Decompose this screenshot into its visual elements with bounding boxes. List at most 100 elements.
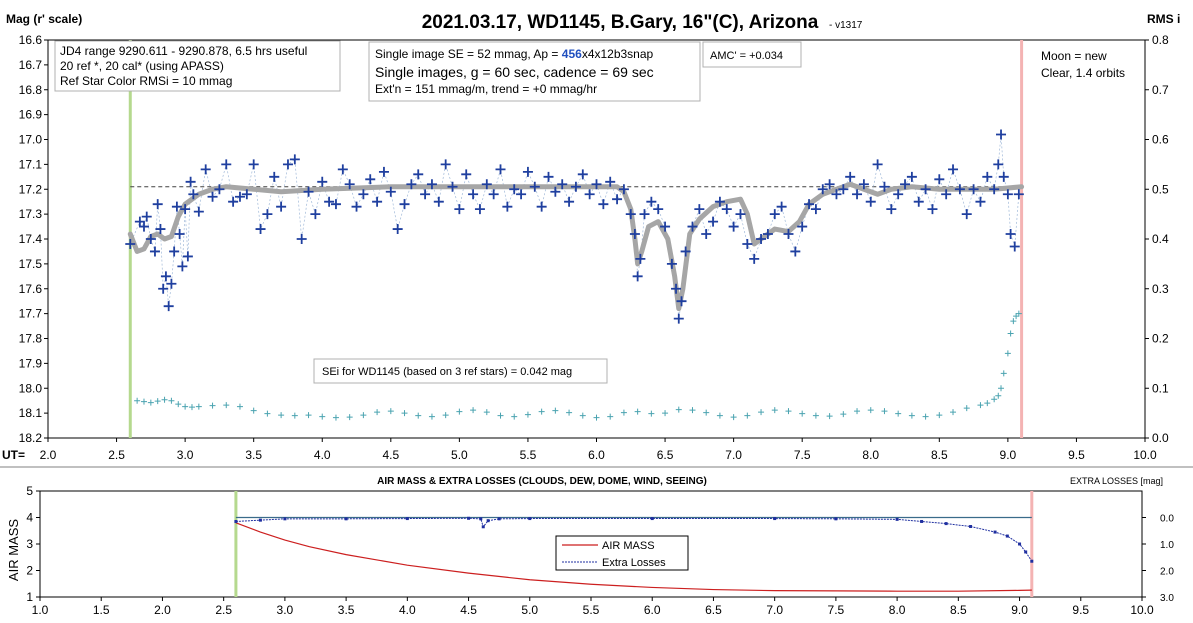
airmass-series-line [235,522,1032,592]
magnitude-point [303,186,314,197]
magnitude-point [1013,189,1024,200]
magnitude-point [149,246,160,257]
rms-point [182,403,189,410]
magnitude-point [289,154,300,165]
bottom-y-left-tick-label: 5 [26,484,33,498]
rms-point [264,410,271,417]
magnitude-point [557,179,568,190]
info-amc: AMC' = +0.034 [710,50,783,62]
rms-point [840,411,847,418]
info-jd-line1: JD4 range 9290.611 - 9290.878, 6.5 hrs u… [60,44,307,58]
rms-point [278,412,285,419]
magnitude-point [241,189,252,200]
rms-point [1015,310,1022,317]
bottom-x-tick-label: 9.0 [1011,603,1028,617]
rms-point [963,405,970,412]
magnitude-point [769,209,780,220]
info-box-moon: Moon = new Clear, 1.4 orbits [1030,44,1140,84]
magnitude-point [591,179,602,190]
magnitude-point [639,209,650,220]
magnitude-point [824,179,835,190]
rms-point [826,413,833,420]
rms-point [1007,330,1014,337]
magnitude-point [989,184,1000,195]
extra-losses-point [920,519,924,523]
x-tick-label: 5.0 [451,448,468,462]
y-right-tick-label: 0.0 [1152,431,1169,445]
magnitude-point [221,159,232,170]
magnitude-point [872,159,883,170]
x-tick-label: 2.0 [40,448,57,462]
magnitude-point [671,283,682,294]
magnitude-point [310,209,321,220]
rms-point [497,412,504,419]
x-tick-label: 8.5 [931,448,948,462]
bottom-y-right-tick-label: 3.0 [1160,593,1174,604]
bottom-chart: AIR MASS & EXTRA LOSSES (CLOUDS, DEW, DO… [6,476,1174,617]
rms-point [908,412,915,419]
y-right-tick-label: 0.3 [1152,282,1169,296]
extra-losses-point [1030,559,1034,563]
y-right-tick-label: 0.1 [1152,381,1169,395]
y-right-tick-label: 0.8 [1152,33,1169,47]
rms-point [566,409,573,416]
magnitude-point [635,253,646,264]
info-box-image-frame [368,41,701,102]
magnitude-point [207,191,218,202]
x-tick-label: 9.5 [1068,448,1085,462]
info-box-moon-frame [1030,44,1140,84]
extra-losses-point [944,522,948,526]
extra-losses-point [467,516,471,520]
rms-point [552,407,559,414]
magnitude-point [174,229,185,240]
magnitude-point [629,229,640,240]
rms-point [1010,318,1017,325]
info-sei: SEi for WD1145 (based on 3 ref stars) = … [322,366,572,378]
magnitude-point [234,191,245,202]
rms-point [977,402,984,409]
magnitude-point [262,209,273,220]
rms-point [662,410,669,417]
magnitude-point [646,196,657,207]
bottom-x-tick-label: 7.0 [766,603,783,617]
rms-point [881,408,888,415]
bottom-y-right-tick-label: 0.0 [1160,514,1174,525]
extra-losses-point [1024,550,1028,554]
bottom-x-ticks: 1.0 1.5 2.0 2.5 3.0 3.5 4.0 4.5 5.0 5.5 6.0 6.5 7.0 7… [32,597,1154,617]
magnitude-point [714,196,725,207]
bottom-y-left-tick-label: 1 [26,590,33,604]
rms-point [387,408,394,415]
magnitude-point [1009,241,1020,252]
magnitude-point [728,221,739,232]
magnitude-point [406,179,417,190]
x-tick-label: 3.5 [245,448,262,462]
magnitude-point [570,181,581,192]
rms-point [703,409,710,416]
y-right-axis-label: RMS i [1147,12,1180,26]
rms-point [771,407,778,414]
rms-point [175,401,182,408]
bottom-x-tick-label: 2.0 [154,603,171,617]
extra-losses-point [993,530,997,534]
extra-losses-point [528,517,532,521]
bottom-chart-title: AIR MASS & EXTRA LOSSES (CLOUDS, DEW, DO… [377,476,707,487]
magnitude-point [852,189,863,200]
magnitude-point [550,186,561,197]
bottom-x-tick-label: 3.0 [277,603,294,617]
magnitude-point [317,176,328,187]
y-left-tick-label: 16.6 [19,33,43,47]
magnitude-point [413,169,424,180]
rms-point [730,414,737,421]
rms-point [634,408,641,415]
legend-frame [555,535,689,571]
legend-extra-label: Extra Losses [602,557,666,569]
magnitude-point [941,189,952,200]
magnitude-point [399,199,410,210]
magnitude-point [193,206,204,217]
top-chart-title: 2021.03.17, WD1145, B.Gary, 16"(C), Ariz… [422,12,819,33]
magnitude-point [797,221,808,232]
y-left-tick-label: 17.8 [19,332,43,346]
magnitude-point [1005,229,1016,240]
rms-point [188,404,195,411]
